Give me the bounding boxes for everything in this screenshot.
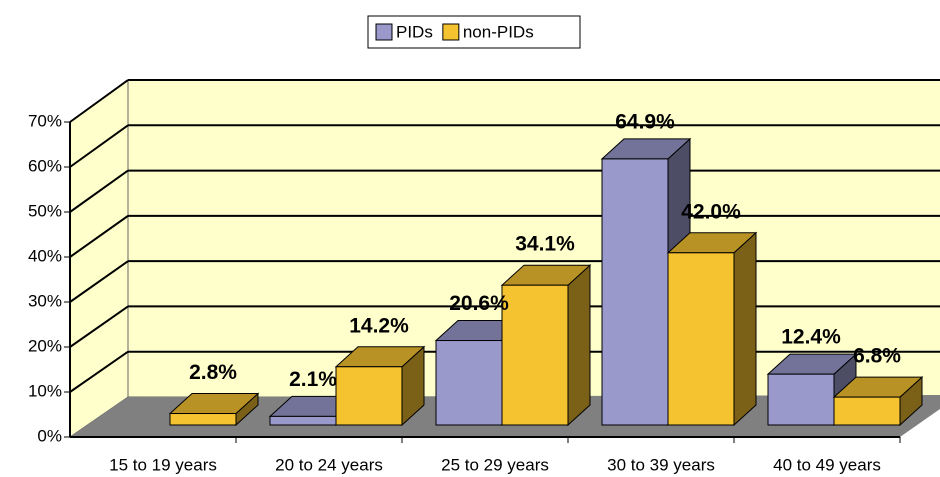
- bar: [832, 375, 924, 427]
- legend-label: PIDs: [396, 22, 433, 41]
- y-tick-label: 0%: [37, 426, 62, 445]
- grid-line: [69, 169, 129, 213]
- bar-front: [501, 284, 569, 426]
- bar-front: [435, 340, 503, 426]
- value-label: 2.8%: [189, 361, 237, 384]
- bar-front: [335, 366, 403, 426]
- x-tick-label: 30 to 39 years: [607, 455, 715, 474]
- y-tick-label: 10%: [28, 381, 62, 400]
- y-tick-label: 50%: [28, 201, 62, 220]
- grid-line: [69, 305, 129, 348]
- grid-line: [69, 260, 129, 303]
- value-label: 64.9%: [615, 110, 675, 133]
- x-tick-label: 40 to 49 years: [773, 455, 881, 474]
- y-tick-label: 20%: [28, 336, 62, 355]
- legend: [367, 15, 581, 49]
- bar-front: [667, 252, 735, 426]
- left-wall: [69, 79, 129, 438]
- y-tick-label: 30%: [28, 291, 62, 310]
- grid-line: [69, 350, 129, 393]
- value-label: 42.0%: [681, 200, 741, 223]
- bar-front: [833, 396, 901, 426]
- bar-side: [567, 264, 591, 427]
- value-label: 20.6%: [449, 292, 509, 315]
- x-tick-label: 25 to 29 years: [441, 455, 549, 474]
- grid-line: [69, 79, 129, 123]
- value-label: 14.2%: [349, 314, 409, 337]
- value-label: 2.1%: [289, 368, 337, 391]
- bar: [666, 231, 758, 427]
- y-tick-label: 60%: [28, 156, 62, 175]
- bar-front: [269, 415, 337, 426]
- y-tick-label: 70%: [28, 111, 62, 130]
- bar-front: [601, 158, 669, 426]
- x-tick-label: 20 to 24 years: [275, 455, 383, 474]
- grid-line: [69, 124, 129, 168]
- legend-swatch: [375, 23, 393, 41]
- legend-swatch: [442, 23, 460, 41]
- bar-front: [767, 373, 835, 426]
- bar-front: [169, 413, 237, 426]
- y-tick-label: 40%: [28, 246, 62, 265]
- legend-label: non-PIDs: [463, 22, 534, 41]
- bar: [334, 345, 426, 427]
- x-tick-label: 15 to 19 years: [109, 455, 217, 474]
- plot: [69, 79, 940, 427]
- bar: [500, 264, 592, 427]
- value-label: 12.4%: [781, 326, 841, 349]
- grid-line: [69, 215, 129, 258]
- bar-side: [733, 231, 757, 427]
- value-label: 6.8%: [853, 345, 901, 368]
- bar: [168, 392, 260, 427]
- value-label: 34.1%: [515, 233, 575, 256]
